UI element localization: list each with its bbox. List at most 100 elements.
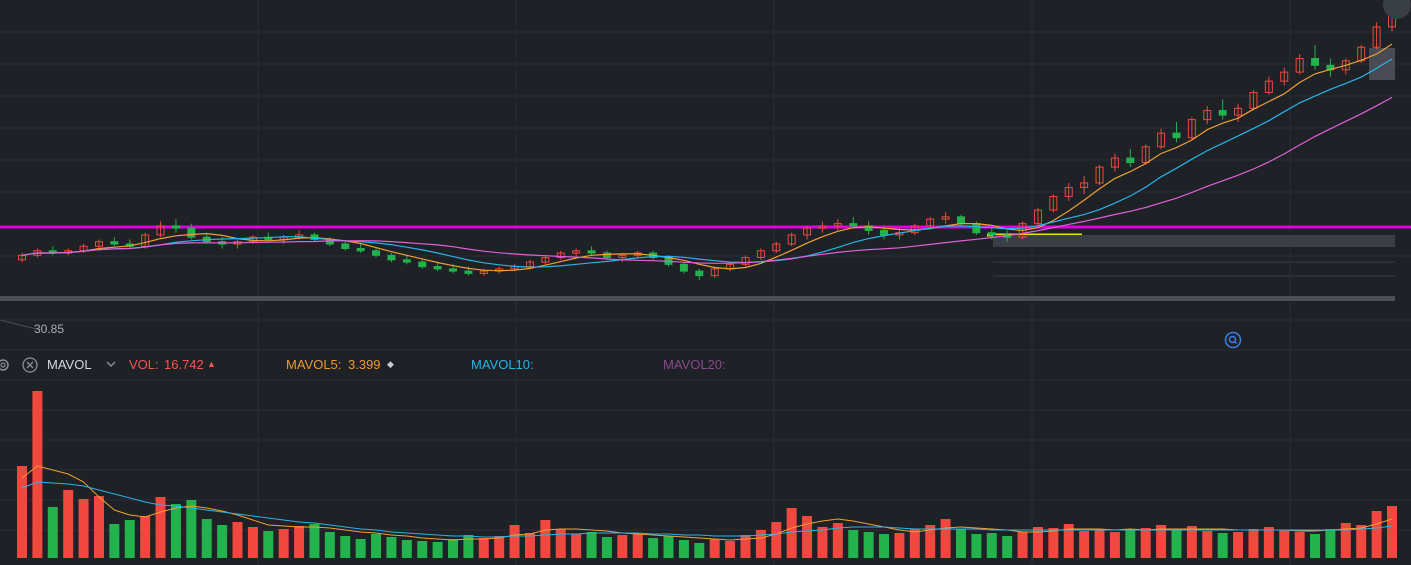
volume-bar[interactable] (1094, 529, 1105, 558)
volume-bar[interactable] (340, 536, 351, 558)
candle[interactable] (1095, 164, 1104, 186)
candle[interactable] (1341, 58, 1350, 75)
candle[interactable] (341, 241, 350, 251)
candle[interactable] (818, 221, 827, 233)
volume-bar[interactable] (986, 533, 997, 558)
volume-bar[interactable] (1340, 523, 1351, 558)
candle[interactable] (941, 212, 950, 224)
candle[interactable] (156, 221, 165, 238)
candle[interactable] (356, 243, 365, 254)
volume-bar[interactable] (1109, 532, 1120, 558)
candle[interactable] (233, 239, 242, 249)
volume-bar[interactable] (1371, 511, 1382, 558)
candle[interactable] (1064, 182, 1073, 202)
volume-bar[interactable] (709, 539, 720, 558)
volume-bar[interactable] (1279, 530, 1290, 558)
candle[interactable] (433, 262, 442, 272)
volume-bar[interactable] (93, 496, 104, 558)
volume-bar[interactable] (601, 537, 612, 558)
volume-bar[interactable] (78, 499, 89, 558)
candle[interactable] (710, 266, 719, 278)
candle[interactable] (679, 262, 688, 274)
candle[interactable] (756, 248, 765, 260)
volume-bar[interactable] (155, 497, 166, 558)
volume-bar[interactable] (725, 541, 736, 558)
candle[interactable] (1234, 103, 1243, 122)
gear-icon[interactable] (0, 356, 12, 374)
candle[interactable] (387, 253, 396, 263)
volume-bar[interactable] (863, 532, 874, 558)
volume-bar[interactable] (109, 524, 120, 558)
volume-bar[interactable] (678, 540, 689, 558)
candle[interactable] (1203, 106, 1212, 125)
volume-bar[interactable] (586, 532, 597, 558)
volume-bar[interactable] (1325, 529, 1336, 558)
volume-bar[interactable] (1233, 532, 1244, 558)
volume-bar[interactable] (802, 516, 813, 558)
candle[interactable] (1033, 207, 1042, 226)
volume-bar[interactable] (1356, 525, 1367, 558)
volume-bar[interactable] (170, 504, 181, 558)
volume-bar[interactable] (1186, 526, 1197, 558)
candle[interactable] (556, 250, 565, 260)
volume-bar[interactable] (786, 508, 797, 558)
volume-bar[interactable] (186, 500, 197, 558)
candle[interactable] (125, 239, 134, 249)
volume-bar[interactable] (448, 539, 459, 558)
candle[interactable] (1326, 58, 1335, 77)
close-circle-icon[interactable] (21, 356, 39, 374)
volume-bar[interactable] (417, 541, 428, 558)
volume-bar[interactable] (1032, 527, 1043, 558)
candle[interactable] (833, 219, 842, 231)
volume-bar[interactable] (309, 524, 320, 558)
volume-bar[interactable] (832, 523, 843, 558)
volume-bar[interactable] (463, 535, 474, 558)
chevron-down-icon[interactable] (104, 357, 118, 371)
volume-bar[interactable] (555, 529, 566, 558)
candle[interactable] (618, 253, 627, 263)
volume-bar[interactable] (294, 526, 305, 558)
volume-bar[interactable] (894, 533, 905, 558)
volume-bar[interactable] (632, 534, 643, 558)
candle[interactable] (1080, 176, 1089, 195)
zoom-reset-icon[interactable] (1224, 331, 1242, 349)
candle[interactable] (541, 255, 550, 265)
candle[interactable] (787, 232, 796, 247)
indicator-name[interactable]: MAVOL (47, 357, 92, 372)
volume-bar[interactable] (371, 534, 382, 558)
volume-bar[interactable] (386, 537, 397, 558)
volume-bar[interactable] (401, 540, 412, 558)
candle[interactable] (602, 250, 611, 260)
candle[interactable] (171, 219, 180, 233)
candle[interactable] (926, 216, 935, 229)
candle[interactable] (418, 259, 427, 269)
candle[interactable] (1295, 54, 1304, 75)
volume-bar[interactable] (617, 535, 628, 558)
volume-bar[interactable] (494, 536, 505, 558)
volume-bar[interactable] (32, 391, 43, 558)
candle[interactable] (1049, 194, 1058, 213)
volume-bar[interactable] (232, 522, 243, 558)
collapse-circle-icon[interactable] (1382, 0, 1411, 20)
volume-bar[interactable] (694, 543, 705, 558)
candle[interactable] (372, 248, 381, 258)
candle[interactable] (1172, 121, 1181, 143)
volume-bar[interactable] (971, 534, 982, 558)
volume-bar[interactable] (1217, 533, 1228, 558)
candle[interactable] (587, 246, 596, 256)
candle[interactable] (1141, 144, 1150, 165)
volume-bar[interactable] (1125, 530, 1136, 558)
candle[interactable] (572, 248, 581, 258)
candle[interactable] (1110, 153, 1119, 172)
volume-bar[interactable] (940, 519, 951, 558)
volume-bar[interactable] (324, 532, 335, 558)
volume-bar[interactable] (571, 534, 582, 558)
volume-bar[interactable] (1063, 524, 1074, 558)
candle[interactable] (48, 246, 57, 256)
volume-bar[interactable] (663, 536, 674, 558)
volume-bar[interactable] (1156, 525, 1167, 558)
volume-bar[interactable] (63, 490, 74, 558)
volume-bar[interactable] (1263, 527, 1274, 558)
candle[interactable] (1187, 117, 1196, 140)
volume-bar[interactable] (955, 529, 966, 558)
